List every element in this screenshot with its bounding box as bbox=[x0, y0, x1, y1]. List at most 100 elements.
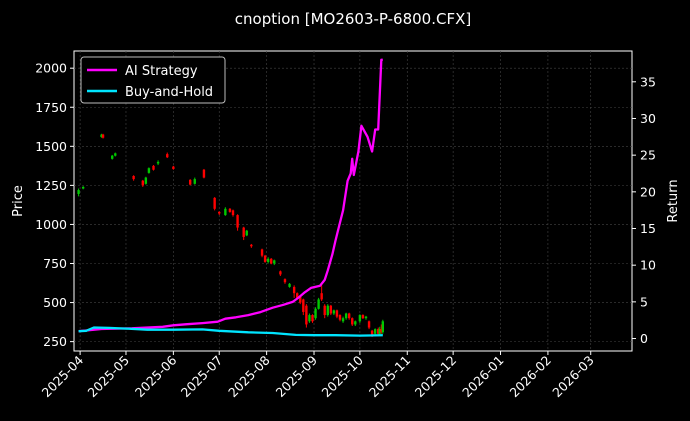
candle-body bbox=[147, 168, 151, 173]
candle-body bbox=[311, 315, 314, 322]
x-tick-label: 2026-01 bbox=[459, 353, 507, 401]
candle-body bbox=[283, 279, 287, 283]
candle-body bbox=[302, 299, 305, 312]
candle-body bbox=[373, 329, 377, 334]
candle-body bbox=[344, 313, 348, 319]
y-left-tick-label: 1000 bbox=[35, 217, 67, 232]
candle-body bbox=[260, 249, 264, 256]
candle-body bbox=[100, 134, 103, 137]
y-right-tick-label: 0 bbox=[640, 331, 648, 346]
candle-body bbox=[270, 258, 273, 264]
candle-body bbox=[361, 315, 365, 319]
candle-body bbox=[296, 293, 299, 298]
y-axis-left: 250 500 750 1000 1250 1500 1750 2000 bbox=[35, 61, 74, 349]
y-right-tick-label: 20 bbox=[640, 184, 656, 199]
y-left-tick-label: 250 bbox=[43, 334, 67, 349]
candle-body bbox=[279, 271, 282, 275]
legend-label-ai-strategy: AI Strategy bbox=[125, 64, 198, 79]
x-tick-label: 2025-07 bbox=[178, 353, 226, 401]
candle-body bbox=[172, 166, 175, 169]
candle-body bbox=[242, 227, 245, 237]
y-axis-right-label: Return bbox=[666, 179, 681, 222]
legend-label-buy-and-hold: Buy-and-Hold bbox=[125, 85, 213, 100]
candle-body bbox=[370, 330, 374, 336]
candle-body bbox=[341, 318, 345, 322]
y-left-tick-label: 500 bbox=[43, 295, 67, 310]
x-tick-label: 2025-05 bbox=[85, 353, 133, 401]
candle-body bbox=[266, 258, 270, 262]
candle-body bbox=[77, 190, 80, 194]
candle-body bbox=[111, 155, 114, 159]
candle-body bbox=[213, 197, 216, 209]
candle-body bbox=[236, 215, 239, 228]
series-line-buy-and-hold bbox=[78, 326, 383, 337]
candle-body bbox=[320, 293, 323, 300]
candle-body bbox=[141, 180, 144, 186]
candle-body bbox=[381, 321, 385, 333]
x-tick-label: 2025-10 bbox=[318, 352, 366, 400]
candle-body bbox=[308, 315, 311, 322]
x-tick-label: 2025-12 bbox=[412, 353, 460, 401]
candle-body bbox=[292, 286, 296, 294]
candle-body bbox=[329, 305, 333, 314]
candle-body bbox=[273, 260, 276, 264]
x-tick-label: 2025-09 bbox=[273, 352, 321, 400]
y-right-tick-label: 15 bbox=[640, 221, 656, 236]
candle-body bbox=[132, 176, 135, 180]
candlestick-series bbox=[77, 133, 385, 337]
candle-body bbox=[231, 210, 235, 216]
candle-body bbox=[228, 208, 232, 212]
y-left-tick-label: 1750 bbox=[35, 100, 67, 115]
x-tick-label: 2025-06 bbox=[132, 352, 180, 400]
candle-body bbox=[250, 244, 253, 247]
candle-body bbox=[380, 329, 383, 333]
y-left-tick-label: 750 bbox=[43, 256, 67, 271]
candle-body bbox=[323, 305, 326, 316]
candle-body bbox=[305, 305, 308, 325]
candle-body bbox=[338, 315, 342, 320]
candle-body bbox=[193, 179, 196, 184]
chart-title: cnoption [MO2603-P-6800.CFX] bbox=[235, 10, 471, 28]
candle-body bbox=[152, 165, 155, 170]
candle-body bbox=[367, 321, 371, 328]
y-left-tick-label: 2000 bbox=[35, 61, 67, 76]
legend: AI Strategy Buy-and-Hold bbox=[80, 56, 226, 104]
x-tick-label: 2025-11 bbox=[366, 353, 414, 401]
series-line-ai-strategy bbox=[78, 58, 383, 333]
candle-body bbox=[224, 208, 227, 216]
candle-body bbox=[218, 211, 221, 214]
candle-body bbox=[326, 305, 329, 316]
grid bbox=[74, 51, 632, 351]
x-tick-label: 2025-08 bbox=[225, 352, 273, 400]
x-tick-label: 2026-03 bbox=[549, 353, 597, 401]
y-left-tick-label: 1250 bbox=[35, 178, 67, 193]
y-axis-right: 0 5 10 15 20 25 30 35 bbox=[632, 74, 656, 346]
y-right-tick-label: 10 bbox=[640, 258, 656, 273]
candle-body bbox=[188, 179, 192, 185]
candle-body bbox=[377, 329, 380, 334]
candle-body bbox=[354, 321, 357, 325]
y-axis-left-label: Price bbox=[11, 185, 26, 217]
candle-body bbox=[114, 153, 117, 156]
y-right-tick-label: 5 bbox=[640, 294, 648, 309]
candle-body bbox=[347, 313, 351, 319]
candle-body bbox=[299, 296, 302, 303]
candle-body bbox=[156, 161, 160, 164]
candle-body bbox=[351, 318, 354, 325]
candle-body bbox=[335, 310, 339, 317]
candle-body bbox=[101, 134, 105, 138]
candle-body bbox=[378, 329, 381, 334]
y-right-tick-label: 35 bbox=[640, 74, 656, 89]
candle-body bbox=[314, 308, 317, 319]
x-tick-label: 2026-02 bbox=[506, 353, 554, 401]
candle-body bbox=[263, 255, 267, 262]
x-tick-label: 2025-04 bbox=[39, 352, 87, 400]
candle-body bbox=[202, 169, 206, 178]
y-right-tick-label: 25 bbox=[640, 148, 656, 163]
candle-body bbox=[81, 186, 85, 189]
candle-body bbox=[245, 230, 248, 236]
candle-body bbox=[364, 316, 368, 319]
candle-body bbox=[144, 177, 148, 184]
